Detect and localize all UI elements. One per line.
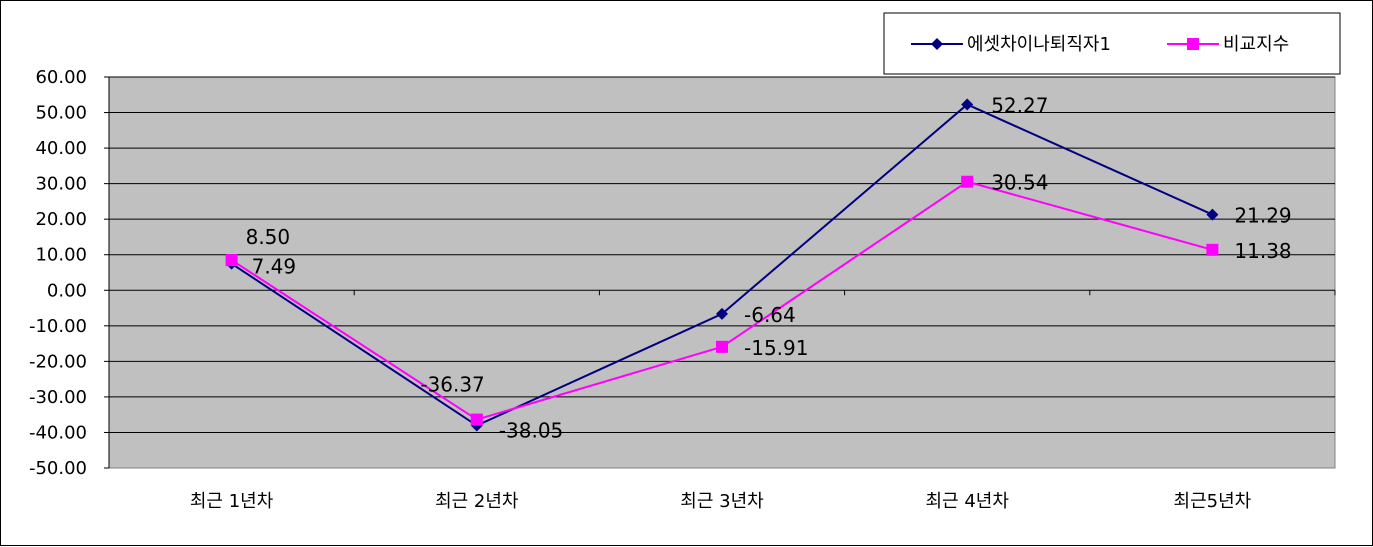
x-tick-label: 최근 1년차 — [190, 491, 274, 512]
x-tick-label: 최근 4년차 — [925, 491, 1009, 512]
axes: 60.00 50.00 40.00 30.00 20.00 10.00 0.00 -10.00… — [29, 67, 1336, 512]
y-tick-label: 50.00 — [35, 103, 87, 124]
x-tick-label: 최근5년차 — [1174, 491, 1252, 512]
series-0-point-2 — [716, 307, 728, 320]
legend-marker-1 — [1187, 38, 1199, 50]
data-label: 30.54 — [991, 171, 1048, 195]
data-label: -38.05 — [499, 419, 563, 443]
y-tick-label: -50.00 — [29, 458, 87, 479]
legend-marker-0 — [931, 38, 943, 50]
series-0-point-4 — [1206, 208, 1219, 221]
plot-area — [108, 76, 1336, 469]
y-tick-label: -30.00 — [29, 387, 87, 408]
legend-label: 비교지수 — [1223, 34, 1289, 55]
series-1-point-1 — [470, 413, 483, 426]
series-1-point-4 — [1206, 243, 1219, 256]
data-label: -6.64 — [744, 303, 796, 327]
series-1-point-0 — [225, 254, 238, 267]
y-tick-label: 0.00 — [47, 280, 87, 301]
data-label: -15.91 — [744, 336, 808, 360]
x-tick-label: 최근 2년차 — [435, 491, 519, 512]
data-label: 8.50 — [246, 225, 291, 249]
data-label: -36.37 — [420, 373, 484, 397]
y-tick-label: -40.00 — [29, 422, 87, 443]
data-label: 11.38 — [1234, 239, 1291, 263]
series-1-point-3 — [961, 175, 974, 188]
data-label: 52.27 — [991, 93, 1048, 117]
data-label: 21.29 — [1234, 204, 1291, 228]
data-labels: 7.49 -38.05 -6.64 52.27 21.29 8.50 -36.37 -15.9… — [246, 93, 1292, 442]
x-tick-label: 최근 3년차 — [680, 491, 764, 512]
legend: 에셋차이나퇴직자1 비교지수 — [883, 12, 1341, 75]
y-tick-label: -20.00 — [29, 351, 87, 372]
y-tick-label: 20.00 — [35, 209, 87, 230]
y-tick-label: 10.00 — [35, 245, 87, 266]
legend-label: 에셋차이나퇴직자1 — [967, 34, 1111, 55]
series-0-point-3 — [961, 98, 974, 111]
gridlines — [109, 76, 1335, 433]
series-lines — [225, 98, 1219, 432]
y-tick-label: 40.00 — [35, 138, 87, 159]
y-tick-label: 30.00 — [35, 174, 87, 195]
series-1-point-2 — [716, 340, 728, 353]
data-label: 7.49 — [252, 255, 297, 279]
y-tick-label: 60.00 — [35, 67, 87, 88]
y-tick-label: -10.00 — [29, 316, 87, 337]
